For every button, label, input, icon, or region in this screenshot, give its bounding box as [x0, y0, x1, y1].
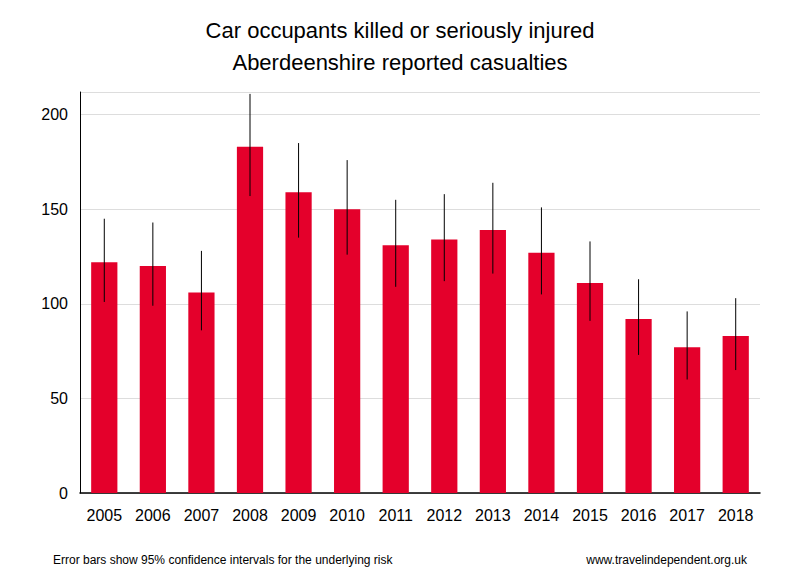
svg-text:2014: 2014 — [524, 507, 560, 524]
svg-text:2018: 2018 — [718, 507, 754, 524]
svg-text:2007: 2007 — [184, 507, 220, 524]
svg-text:2010: 2010 — [329, 507, 365, 524]
svg-text:Aberdeenshire reported casualt: Aberdeenshire reported casualties — [232, 50, 567, 75]
svg-text:2008: 2008 — [232, 507, 268, 524]
svg-text:2012: 2012 — [426, 507, 462, 524]
svg-text:2011: 2011 — [379, 507, 414, 524]
svg-text:50: 50 — [50, 390, 68, 407]
svg-text:0: 0 — [59, 485, 68, 502]
svg-text:2006: 2006 — [135, 507, 171, 524]
svg-text:2013: 2013 — [475, 507, 511, 524]
svg-text:Car occupants killed or seriou: Car occupants killed or seriously injure… — [206, 18, 595, 43]
svg-text:2015: 2015 — [572, 507, 608, 524]
svg-text:150: 150 — [41, 201, 68, 218]
svg-text:200: 200 — [41, 106, 68, 123]
svg-text:2005: 2005 — [86, 507, 122, 524]
svg-text:2017: 2017 — [669, 507, 705, 524]
svg-text:Error bars show 95% confidence: Error bars show 95% confidence intervals… — [53, 553, 393, 567]
svg-text:100: 100 — [41, 295, 68, 312]
svg-text:www.travelindependent.org.uk: www.travelindependent.org.uk — [585, 553, 748, 567]
svg-text:2016: 2016 — [621, 507, 657, 524]
svg-text:2009: 2009 — [281, 507, 317, 524]
